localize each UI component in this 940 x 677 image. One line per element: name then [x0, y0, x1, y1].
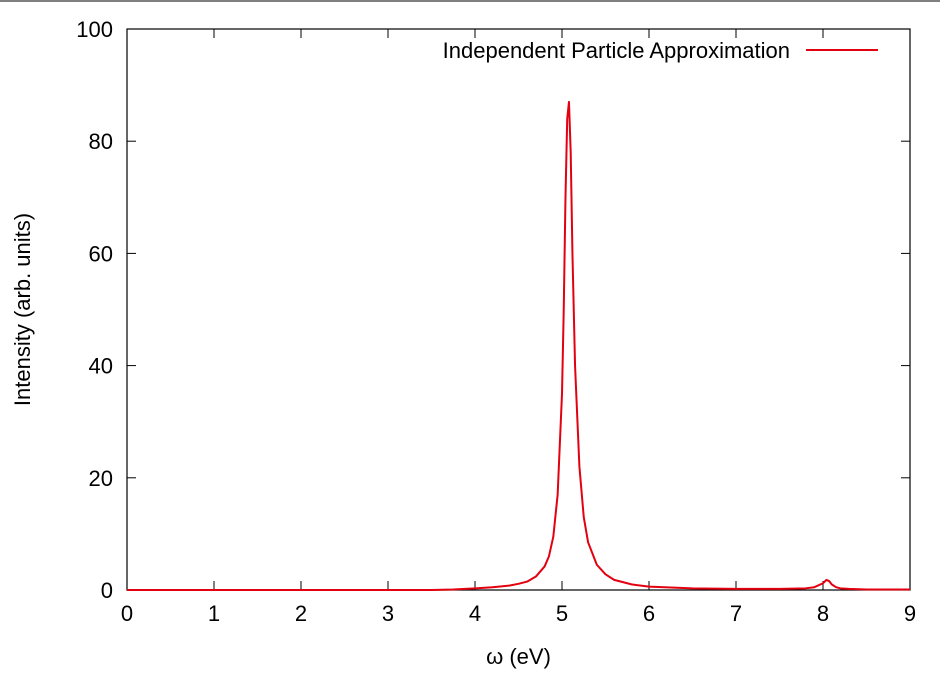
- ticks: 0 1 2 3 4 5 6 7 8 9 0 20 40 60 80 100: [76, 17, 916, 626]
- y-tick-label: 0: [101, 578, 113, 603]
- x-tick-label: 5: [556, 601, 568, 626]
- axes: [126, 28, 911, 591]
- series-line: [127, 100, 910, 591]
- x-tick-label: 2: [295, 601, 307, 626]
- y-tick-label: 40: [89, 354, 113, 379]
- legend: Independent Particle Approximation: [443, 38, 878, 63]
- y-tick-label: 80: [89, 129, 113, 154]
- x-tick-label: 4: [469, 601, 481, 626]
- y-tick-label: 100: [76, 17, 113, 42]
- x-axis-label: ω (eV): [486, 644, 551, 669]
- plot-frame: [126, 28, 911, 591]
- y-tick-label: 20: [89, 466, 113, 491]
- y-tick-label: 60: [89, 241, 113, 266]
- x-tick-label: 3: [382, 601, 394, 626]
- x-tick-label: 6: [643, 601, 655, 626]
- legend-entry-label: Independent Particle Approximation: [443, 38, 790, 63]
- y-axis-label: Intensity (arb. units): [10, 213, 35, 406]
- x-tick-label: 0: [121, 601, 133, 626]
- x-tick-label: 1: [208, 601, 220, 626]
- series: [127, 100, 910, 591]
- x-tick-label: 7: [730, 601, 742, 626]
- x-tick-label: 8: [817, 601, 829, 626]
- x-tick-label: 9: [904, 601, 916, 626]
